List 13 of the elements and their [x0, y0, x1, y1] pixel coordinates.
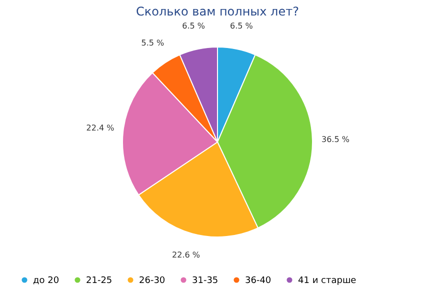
data-label: 6.5 %: [230, 21, 254, 30]
legend-label: 41 и старше: [298, 276, 357, 286]
chart-title: Сколько вам полных лет?: [136, 4, 299, 18]
legend-label: 21-25: [86, 276, 112, 286]
legend-label: до 20: [33, 276, 60, 286]
data-label: 5.5 %: [141, 38, 165, 48]
data-label: 22.6 %: [172, 250, 200, 260]
legend-label: 31-35: [192, 276, 218, 286]
data-label: 36.5 %: [322, 135, 350, 144]
data-label: 22.4 %: [86, 124, 115, 133]
legend-label: 26-30: [139, 276, 166, 286]
legend-label: 36-40: [245, 276, 272, 286]
data-label: 6.5 %: [182, 21, 206, 30]
